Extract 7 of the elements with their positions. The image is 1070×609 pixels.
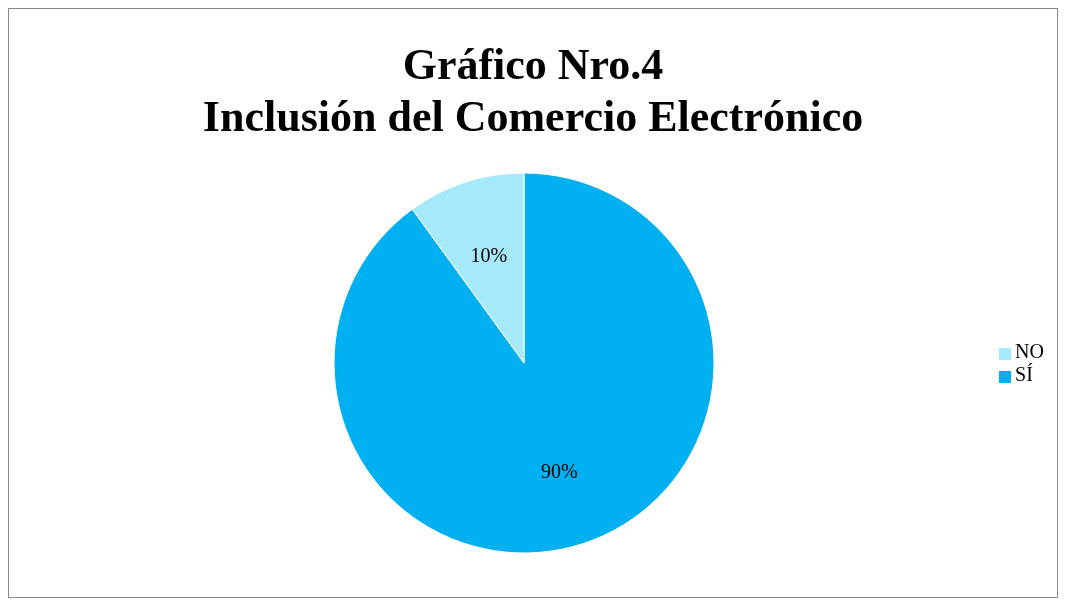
pie-slice [333, 172, 715, 554]
chart-title: Gráfico Nro.4 [401, 39, 665, 91]
chart-subtitle: Inclusión del Comercio Electrónico [201, 91, 865, 143]
data-label: 10% [470, 243, 508, 266]
legend-label: NO [1015, 340, 1044, 362]
data-label: 90% [540, 460, 578, 483]
legend-label: SÍ [1015, 363, 1033, 385]
